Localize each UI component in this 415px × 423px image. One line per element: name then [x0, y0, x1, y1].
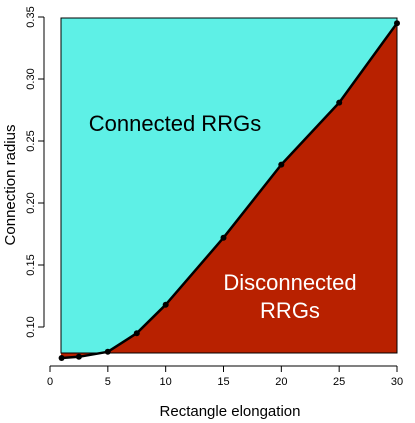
y-axis-title: Connection radius: [2, 125, 19, 246]
data-point: [133, 330, 140, 337]
y-tick-label: 0.15: [25, 254, 37, 275]
x-tick-label: 5: [105, 376, 111, 388]
x-tick-label: 10: [160, 376, 172, 388]
data-point: [162, 301, 169, 308]
x-axis-title: Rectangle elongation: [160, 403, 301, 420]
x-tick-label: 0: [47, 376, 53, 388]
x-tick-label: 15: [217, 376, 229, 388]
data-point: [278, 161, 285, 168]
disconnected-region-label-line: Disconnected: [223, 270, 356, 295]
x-tick-label: 30: [391, 376, 403, 388]
disconnected-region: [61, 23, 397, 358]
y-tick-label: 0.10: [25, 316, 37, 337]
region-labels: Connected RRGs Disconnected RRGs: [89, 111, 357, 323]
y-tick-label: 0.20: [25, 192, 37, 213]
disconnected-region-label-line: RRGs: [260, 298, 320, 323]
x-axis: 0 5 10 15 20 25 30: [47, 365, 403, 388]
x-tick-label: 20: [275, 376, 287, 388]
x-tick-label: 25: [333, 376, 345, 388]
data-point: [104, 348, 111, 355]
data-point: [58, 355, 65, 361]
data-points: [58, 20, 400, 361]
connected-region: [61, 18, 397, 358]
connected-region-label: Connected RRGs: [89, 111, 261, 136]
y-tick-label: 0.30: [25, 68, 37, 89]
chart-regions: [61, 18, 397, 358]
data-point: [75, 353, 82, 360]
data-point: [220, 234, 227, 241]
y-axis: 0.10 0.15 0.20 0.25 0.30 0.35: [25, 6, 45, 338]
y-tick-label: 0.35: [25, 6, 37, 27]
data-point: [394, 20, 400, 27]
plot-frame: [60, 17, 398, 354]
y-tick-label: 0.25: [25, 130, 37, 151]
data-point: [336, 99, 343, 106]
